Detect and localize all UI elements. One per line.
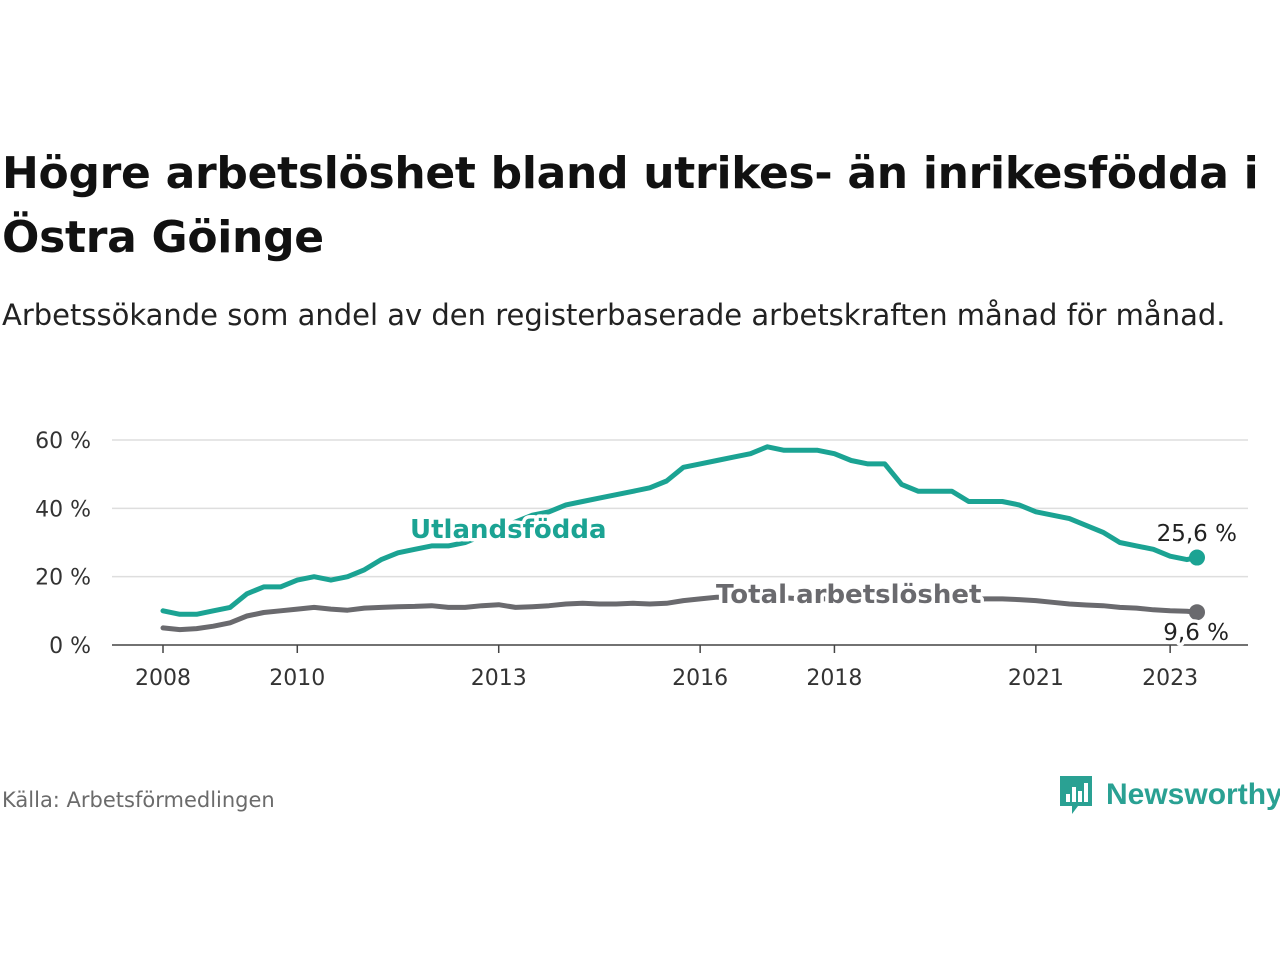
y-tick-label: 60 %: [35, 429, 91, 454]
end-label-total: 9,6 %: [1163, 620, 1229, 646]
series-lines: [160, 444, 1205, 633]
y-tick-label: 0 %: [49, 634, 91, 659]
series-label-total: Total arbetslöshet: [716, 580, 981, 610]
page-subtitle: Arbetssökande som andel av den registerb…: [2, 298, 1226, 332]
series-label-utlandsfodda: Utlandsfödda: [410, 515, 607, 545]
series-line-utlandsfodda: [160, 444, 1200, 617]
brand-logo[interactable]: Newsworthy: [1058, 773, 1280, 817]
gridlines: [112, 439, 1248, 646]
x-tick-label: 2016: [672, 666, 728, 691]
x-tick-label: 2008: [135, 666, 191, 691]
x-tick-label: 2021: [1008, 666, 1064, 691]
series-line-total: [160, 594, 1200, 633]
source-note: Källa: Arbetsförmedlingen: [2, 788, 275, 812]
y-axis-ticks: 0 % 20 % 40 % 60 %: [35, 429, 91, 659]
page-title: Högre arbetslöshet bland utrikes- än inr…: [2, 148, 1259, 263]
x-tick-label: 2023: [1142, 666, 1198, 691]
x-tick-label: 2018: [806, 666, 862, 691]
y-tick-label: 40 %: [35, 497, 91, 522]
y-tick-label: 20 %: [35, 566, 91, 591]
line-chart: 0 % 20 % 40 % 60 % 2008 2010 2013 2016 2018 2021…: [35, 429, 1248, 691]
x-axis-ticks: 2008 2010 2013 2016 2018 2021 2023: [135, 645, 1198, 691]
series-labels: Utlandsfödda Total arbetslöshet 25,6 % 9,6 …: [407, 512, 1241, 650]
x-tick-label: 2013: [471, 666, 527, 691]
brand-name: Newsworthy: [1106, 778, 1280, 811]
end-label-utlandsfodda: 25,6 %: [1157, 521, 1237, 547]
end-point-total: [1189, 604, 1205, 621]
end-point-utlandsfodda: [1189, 549, 1205, 566]
x-tick-label: 2010: [269, 666, 325, 691]
newsworthy-chart-icon: [1060, 776, 1092, 814]
